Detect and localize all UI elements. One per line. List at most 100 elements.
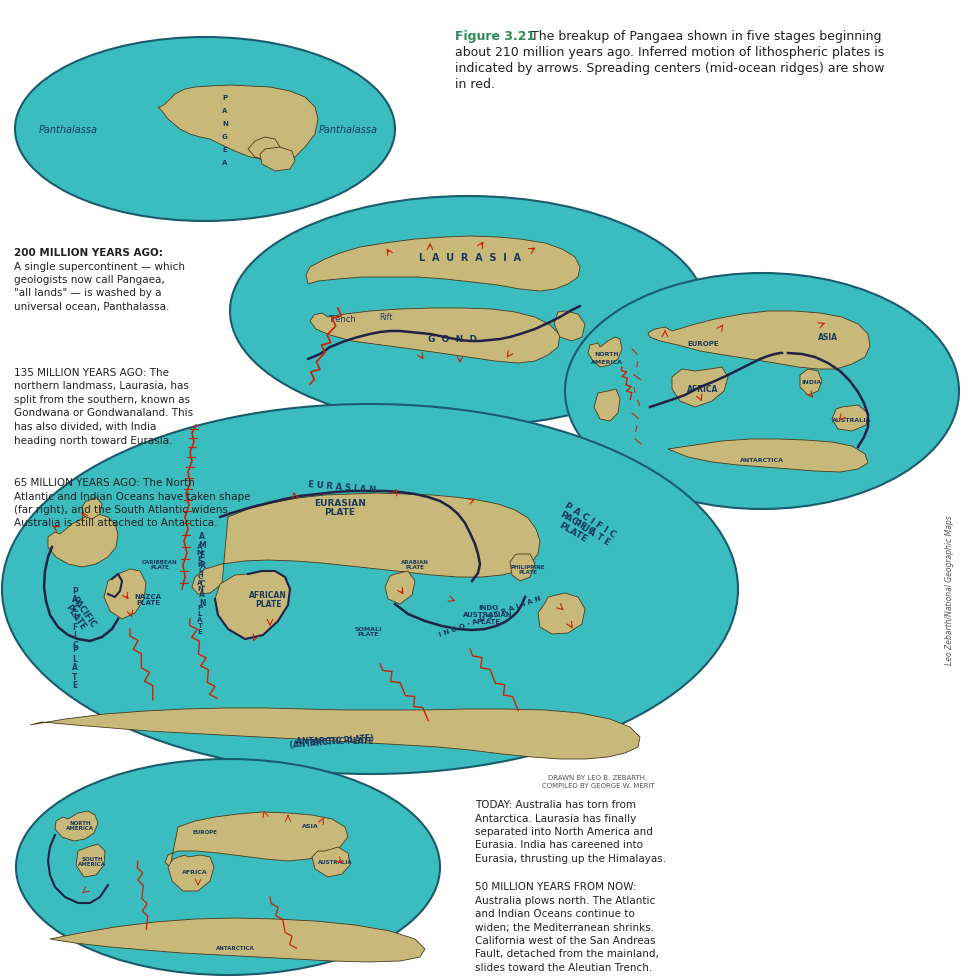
Ellipse shape [230,196,706,427]
Text: P
A
C
I
F
I
C: P A C I F I C [72,586,78,649]
Ellipse shape [15,38,395,222]
Text: P: P [223,95,227,101]
Text: Panthalassa: Panthalassa [39,125,98,135]
Polygon shape [648,312,870,369]
Text: Fault, detached from the mainland,: Fault, detached from the mainland, [475,949,659,958]
Polygon shape [672,367,728,407]
Ellipse shape [16,759,440,975]
Text: P A C I F I C: P A C I F I C [562,500,618,538]
Text: indicated by arrows. Spreading centers (mid-ocean ridges) are show: indicated by arrows. Spreading centers (… [455,62,885,75]
Text: widen; the Mediterranean shrinks.: widen; the Mediterranean shrinks. [475,921,654,931]
Text: P
L
A
T
E: P L A T E [72,645,78,690]
Text: and Indian Oceans continue to: and Indian Oceans continue to [475,908,635,918]
Text: 50 MILLION YEARS FROM NOW:: 50 MILLION YEARS FROM NOW: [475,881,637,891]
Text: EUROPE: EUROPE [687,341,719,347]
Text: G  O  N  D: G O N D [428,335,476,344]
Text: ARABIAN
PLATE: ARABIAN PLATE [401,559,429,570]
Text: TODAY: Australia has torn from: TODAY: Australia has torn from [475,799,636,809]
Text: ASIA: ASIA [818,333,838,342]
Text: A
M
E
R
I
C
A
N: A M E R I C A N [197,543,203,591]
Polygon shape [538,593,585,634]
Polygon shape [76,844,105,877]
Text: The breakup of Pangaea shown in five stages beginning: The breakup of Pangaea shown in five sta… [527,30,882,43]
Polygon shape [50,918,425,962]
Text: A: A [223,160,227,166]
Text: "all lands" — is washed by a: "all lands" — is washed by a [14,288,162,298]
Text: has also divided, with India: has also divided, with India [14,421,157,432]
Text: Eurasia. India has careened into: Eurasia. India has careened into [475,839,643,850]
Text: slides toward the Aleutian Trench.: slides toward the Aleutian Trench. [475,962,652,972]
Text: in red.: in red. [455,78,495,91]
Text: A: A [223,107,227,114]
Polygon shape [800,369,822,396]
Polygon shape [104,570,146,619]
Text: A single supercontinent — which: A single supercontinent — which [14,261,185,272]
Text: NORTH: NORTH [594,351,620,357]
Text: Australia is still attached to Antarctica.: Australia is still attached to Antarctic… [14,518,218,528]
Text: P L A T E: P L A T E [572,518,612,547]
Polygon shape [588,338,622,367]
Polygon shape [82,497,102,520]
Text: Antarctica. Laurasia has finally: Antarctica. Laurasia has finally [475,813,636,823]
Text: Gondwana or Gondwanaland. This: Gondwana or Gondwanaland. This [14,408,194,418]
Text: E U R A S I A N: E U R A S I A N [308,479,377,494]
Polygon shape [832,405,868,432]
Text: E: E [223,147,227,152]
Polygon shape [554,312,585,342]
Polygon shape [312,847,350,877]
Text: Atlantic and Indian Oceans have taken shape: Atlantic and Indian Oceans have taken sh… [14,491,251,501]
Text: CARIBBEAN
PLATE: CARIBBEAN PLATE [142,559,178,570]
Text: NORTH
AMERICA: NORTH AMERICA [66,820,94,830]
Polygon shape [260,148,295,172]
Polygon shape [668,440,868,473]
Text: ASIA: ASIA [302,823,318,828]
Text: 200 MILLION YEARS AGO:: 200 MILLION YEARS AGO: [14,248,163,258]
Polygon shape [158,86,318,165]
Polygon shape [30,708,640,759]
Text: Rift: Rift [379,314,393,322]
Polygon shape [165,812,348,868]
Text: geologists now call Pangaea,: geologists now call Pangaea, [14,275,165,284]
Text: I N D O - A U S T R A L I A N: I N D O - A U S T R A L I A N [439,595,542,638]
Text: Eurasia, thrusting up the Himalayas.: Eurasia, thrusting up the Himalayas. [475,853,666,863]
Text: 65 MILLION YEARS AGO: The North: 65 MILLION YEARS AGO: The North [14,478,195,488]
Text: ANTARCTICA: ANTARCTICA [740,457,784,462]
Text: L  A  U  R  A  S  I  A: L A U R A S I A [419,253,521,263]
Text: Panthalassa: Panthalassa [318,125,378,135]
Text: heading north toward Eurasia.: heading north toward Eurasia. [14,435,172,446]
Polygon shape [594,390,620,421]
Text: P
L
A
T
E: P L A T E [197,605,202,634]
Text: PACIFIC
PLATE: PACIFIC PLATE [62,594,98,634]
Polygon shape [215,572,290,639]
Text: California west of the San Andreas: California west of the San Andreas [475,935,655,945]
Text: ANTARCTICA: ANTARCTICA [216,945,255,950]
Text: (ANTARCTIC PLATE): (ANTARCTIC PLATE) [289,733,375,749]
Text: NAZCA
PLATE: NAZCA PLATE [135,593,162,606]
Text: AFRICAN
PLATE: AFRICAN PLATE [249,590,287,609]
Polygon shape [385,572,415,605]
Text: AUSTRALIA: AUSTRALIA [832,417,872,422]
Text: PACIFIC
PLATE: PACIFIC PLATE [554,510,596,545]
Polygon shape [48,515,118,568]
Text: PHILIPPINE
PLATE: PHILIPPINE PLATE [511,565,545,574]
Text: INDIA: INDIA [802,380,822,385]
Text: EURASIAN
PLATE: EURASIAN PLATE [314,498,366,517]
Polygon shape [510,554,535,581]
Text: SOUTH
AMERICA: SOUTH AMERICA [78,856,106,867]
Text: AMERICA: AMERICA [590,360,623,364]
Text: G: G [222,134,227,140]
Text: separated into North America and: separated into North America and [475,827,652,836]
Text: AFRICA: AFRICA [687,385,718,394]
Text: N: N [222,121,227,127]
Text: AUSTRALIA: AUSTRALIA [318,859,352,864]
Text: universal ocean, Panthalassa.: universal ocean, Panthalassa. [14,302,169,312]
Text: split from the southern, known as: split from the southern, known as [14,395,190,404]
Polygon shape [168,855,214,891]
Text: SOMALI
PLATE: SOMALI PLATE [354,626,381,637]
Text: Leo Zebarth/National Geographic Maps: Leo Zebarth/National Geographic Maps [946,515,954,664]
Polygon shape [306,236,580,292]
Polygon shape [192,493,540,594]
Ellipse shape [565,274,959,509]
Ellipse shape [2,404,738,774]
Text: 135 MILLION YEARS AGO: The: 135 MILLION YEARS AGO: The [14,367,169,378]
